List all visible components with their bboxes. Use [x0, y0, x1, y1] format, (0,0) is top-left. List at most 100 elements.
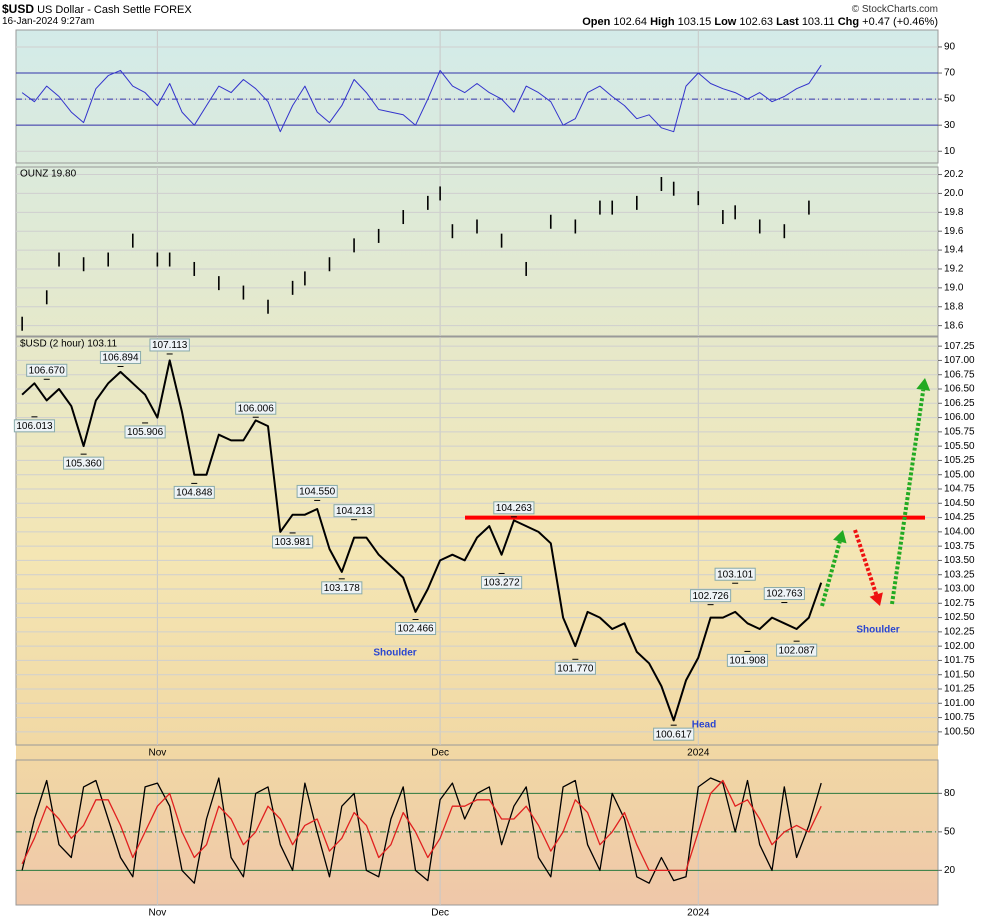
y-tick-label: 90	[944, 42, 956, 53]
peak-label: 102.087	[779, 645, 816, 656]
plot-background	[16, 30, 938, 905]
peak-label-box	[714, 567, 756, 581]
peak-label: 103.101	[717, 569, 754, 580]
series-line	[21, 359, 823, 722]
peak-label-box	[689, 589, 732, 603]
y-tick-label: 103.00	[944, 584, 975, 595]
y-tick-label: 107.25	[944, 341, 975, 352]
y-tick-label: 80	[944, 788, 956, 799]
y-tick-label: 19.0	[944, 282, 964, 293]
y-tick-label: 104.75	[944, 484, 975, 495]
series-line	[21, 64, 822, 133]
panel-frame	[15, 29, 939, 164]
peak-label-box	[26, 363, 68, 377]
quote-label: Chg	[837, 16, 860, 28]
y-tick-label: 103.25	[944, 569, 975, 580]
y-tick-label: 104.00	[944, 526, 975, 537]
y-tick-label: 106.75	[944, 369, 975, 380]
peak-label-box	[296, 484, 338, 498]
y-tick-label: 19.4	[944, 245, 964, 256]
panel-frame	[15, 166, 939, 337]
peak-label-box	[149, 338, 190, 352]
peak-label: 104.263	[496, 503, 533, 514]
x-tick-label: Nov	[148, 908, 166, 919]
quote-value: 103.15	[677, 16, 712, 28]
y-tick-label: 102.50	[944, 612, 975, 623]
peak-label: 105.906	[127, 427, 164, 438]
peak-label: 106.894	[102, 353, 139, 364]
peak-label-box	[776, 643, 818, 657]
quote-value: 103.11	[801, 16, 835, 28]
y-tick-label: 104.50	[944, 498, 975, 509]
panel-frame	[15, 336, 939, 746]
quote-label: Last	[776, 16, 799, 28]
y-tick-label: 105.00	[944, 469, 975, 480]
credit: © StockCharts.com	[851, 4, 938, 15]
y-tick-label: 107.00	[944, 355, 975, 366]
y-tick-label: 102.25	[944, 626, 975, 637]
y-tick-label: 106.50	[944, 384, 975, 395]
y-tick-label: 102.75	[944, 598, 975, 609]
peak-label-box	[333, 504, 375, 518]
peak-label: 102.726	[692, 591, 729, 602]
peak-label-box	[173, 485, 215, 499]
peak-label-box	[763, 587, 805, 601]
quote-label: Open	[582, 16, 611, 28]
y-tick-label: 103.75	[944, 541, 975, 552]
y-tick-label: 101.00	[944, 698, 975, 709]
y-tick-label: 19.2	[944, 264, 964, 275]
peak-label: 104.848	[176, 488, 213, 499]
peak-label-box	[13, 419, 56, 433]
peak-label-box	[235, 401, 277, 415]
peak-label: 106.013	[16, 421, 53, 432]
y-tick-label: 106.25	[944, 398, 975, 409]
peak-label-box	[481, 575, 523, 589]
annotation: Shoulder	[856, 625, 899, 636]
y-tick-label: 10	[944, 146, 956, 157]
y-tick-label: 18.6	[944, 320, 964, 331]
y-tick-label: 105.75	[944, 426, 975, 437]
quote-label: Low	[714, 16, 737, 28]
peak-label: 105.360	[66, 458, 103, 469]
quote-value: 102.64	[613, 16, 648, 28]
y-tick-label: 19.8	[944, 207, 964, 218]
annotation: Head	[692, 720, 716, 731]
instrument-name: US Dollar - Cash Settle FOREX	[37, 4, 192, 16]
y-tick-label: 20	[944, 865, 956, 876]
arrow-head	[916, 378, 931, 391]
y-tick-label: 104.25	[944, 512, 975, 523]
series-line	[21, 777, 822, 884]
y-tick-label: 105.25	[944, 455, 975, 466]
y-tick-label: 30	[944, 120, 956, 131]
peak-label-box	[321, 581, 363, 595]
peak-label: 100.617	[656, 729, 693, 740]
y-tick-label: 19.6	[944, 226, 964, 237]
y-tick-label: 20.2	[944, 169, 964, 180]
annotation: Shoulder	[373, 648, 416, 659]
panel-frame	[15, 759, 939, 906]
peak-label-box	[493, 501, 535, 515]
x-tick-label: Nov	[148, 748, 166, 759]
y-tick-label: 101.75	[944, 655, 975, 666]
y-tick-label: 18.8	[944, 301, 964, 312]
y-tick-label: 50	[944, 826, 956, 837]
peak-label: 107.113	[152, 340, 188, 351]
x-tick-label: 2024	[687, 908, 710, 919]
peak-label: 103.981	[275, 537, 312, 548]
y-tick-label: 50	[944, 94, 956, 105]
peak-label-box	[63, 456, 105, 470]
peak-label-box	[554, 661, 596, 675]
x-tick-label: Dec	[431, 748, 449, 759]
timestamp: 16-Jan-2024 9:27am	[2, 16, 95, 27]
y-tick-label: 70	[944, 68, 956, 79]
y-tick-label: 102.00	[944, 641, 975, 652]
y-tick-label: 103.50	[944, 555, 975, 566]
peak-label: 103.272	[484, 578, 521, 589]
quote-line: Open 102.64 High 103.15 Low 102.63 Last …	[582, 16, 938, 28]
projection-arrow	[853, 529, 879, 596]
series-line	[21, 779, 822, 872]
peak-label-box	[653, 727, 695, 741]
peak-label-box	[124, 425, 166, 439]
